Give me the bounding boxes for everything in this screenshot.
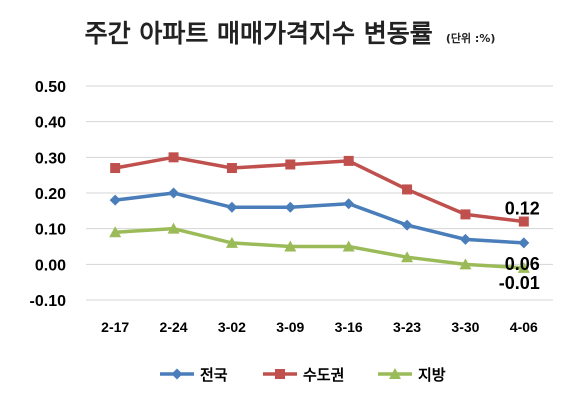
- data-label: -0.01: [499, 273, 540, 293]
- y-tick-label: 0.30: [35, 150, 66, 167]
- legend-item-수도권: 수도권: [263, 366, 344, 384]
- series-수도권: [110, 152, 529, 227]
- y-tick-label: -0.10: [30, 293, 67, 310]
- legend-item-지방: 지방: [378, 366, 446, 384]
- data-point: [275, 369, 285, 379]
- x-tick-label: 2-24: [160, 319, 188, 335]
- series-line: [115, 226, 524, 270]
- x-tick-label: 3-16: [335, 319, 363, 335]
- series-lines: [109, 152, 530, 273]
- data-point: [401, 251, 414, 263]
- y-tick-label: 0.40: [35, 115, 66, 132]
- data-label: 0.06: [505, 254, 540, 274]
- legend-label: 수도권: [303, 366, 344, 384]
- data-point: [343, 198, 355, 210]
- data-point: [459, 258, 472, 270]
- data-point: [225, 236, 238, 248]
- data-point: [343, 155, 354, 166]
- gridlines: [86, 85, 553, 301]
- x-tick-label: 3-02: [218, 319, 246, 335]
- legend: 전국 수도권 지방: [160, 366, 446, 384]
- data-point: [168, 187, 180, 199]
- data-point: [171, 368, 183, 380]
- x-tick-label: 2-17: [101, 319, 129, 335]
- series-전국: [109, 187, 530, 249]
- y-tick-label: 0.10: [35, 222, 66, 239]
- data-point: [402, 184, 413, 195]
- y-tick-label: 0.00: [35, 257, 66, 274]
- data-point: [460, 209, 471, 220]
- data-point: [226, 163, 237, 174]
- y-tick-label: 0.50: [35, 79, 66, 96]
- series-line: [114, 155, 525, 224]
- data-point: [517, 261, 530, 273]
- data-point: [109, 194, 121, 206]
- data-point: [389, 368, 401, 379]
- data-point: [401, 219, 413, 231]
- chart-title-group: 주간 아파트 매매가격지수 변동률 (단위 :%): [85, 19, 496, 48]
- data-point: [459, 233, 471, 245]
- data-point: [168, 152, 179, 163]
- data-point: [342, 240, 355, 252]
- data-point: [226, 201, 238, 213]
- x-tick-label: 3-30: [451, 319, 479, 335]
- series-line: [114, 191, 524, 245]
- data-point: [110, 163, 121, 174]
- data-point: [285, 159, 296, 170]
- chart-unit: (단위 :%): [446, 31, 496, 45]
- data-label: 0.12: [505, 199, 540, 219]
- y-axis-ticks: 0.50 0.40 0.30 0.20 0.10 0.00 -0.10: [30, 79, 67, 310]
- legend-label: 전국: [200, 366, 228, 384]
- legend-label: 지방: [418, 366, 446, 384]
- data-point: [109, 226, 122, 238]
- x-tick-label: 3-23: [393, 319, 421, 335]
- y-tick-label: 0.20: [35, 186, 66, 203]
- data-point: [518, 237, 530, 249]
- data-point: [284, 240, 297, 252]
- data-labels: 0.12 0.06-0.01: [499, 199, 540, 293]
- data-point: [284, 201, 296, 213]
- legend-item-전국: 전국: [160, 366, 228, 384]
- chart-title: 주간 아파트 매매가격지수 변동률: [85, 19, 433, 48]
- series-지방: [109, 222, 530, 273]
- x-tick-label: 4-06: [510, 319, 538, 335]
- data-point: [167, 222, 180, 234]
- x-axis-ticks: 2-17 2-24 3-02 3-09 3-16 3-23 3-30 4-06: [101, 319, 538, 335]
- x-tick-label: 3-09: [276, 319, 304, 335]
- data-point: [518, 216, 529, 227]
